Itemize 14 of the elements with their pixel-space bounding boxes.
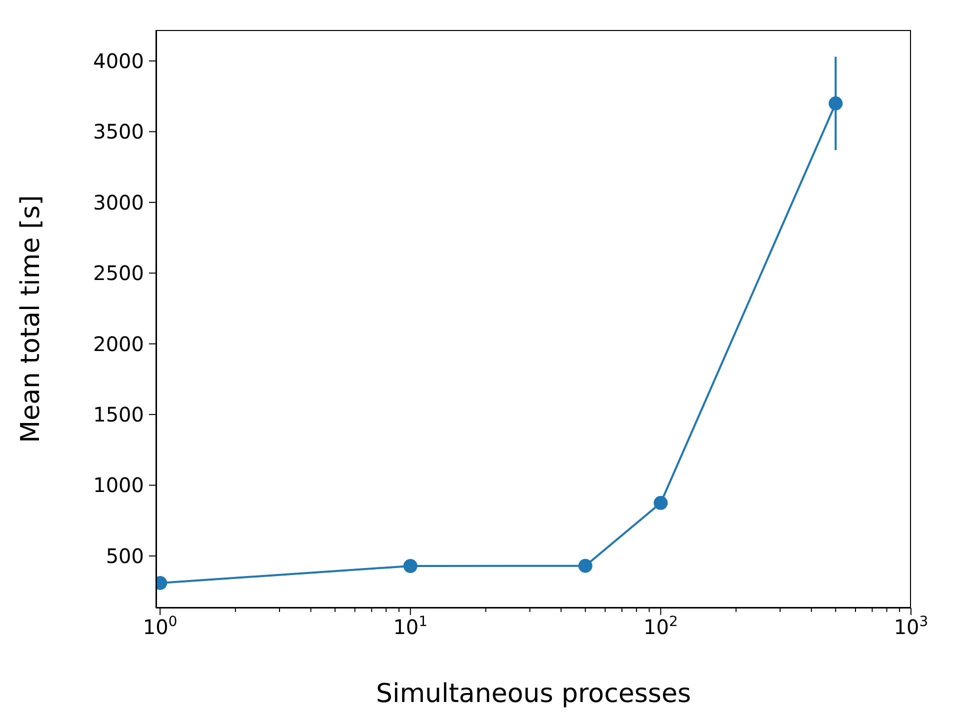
x-tick-label: 10$^{1}$	[393, 614, 428, 639]
y-tick-label: 2000	[93, 332, 144, 356]
x-axis-title: Simultaneous processes	[376, 679, 692, 709]
x-tick-label: 10$^{2}$	[644, 614, 678, 639]
x-tick-label: 10$^{0}$	[142, 614, 178, 639]
y-tick-label: 1000	[93, 473, 144, 498]
y-tick-label: 3000	[93, 190, 144, 214]
y-tick-label: 4000	[93, 48, 144, 73]
y-tick-label: 3500	[93, 120, 144, 144]
y-tick-label: 2500	[93, 261, 144, 286]
y-axis-title: Mean total time [s]	[16, 195, 46, 443]
y-tick-label: 500	[106, 544, 144, 568]
x-tick-label: 10$^{3}$	[894, 614, 928, 639]
y-tick-label: 1500	[93, 402, 144, 427]
